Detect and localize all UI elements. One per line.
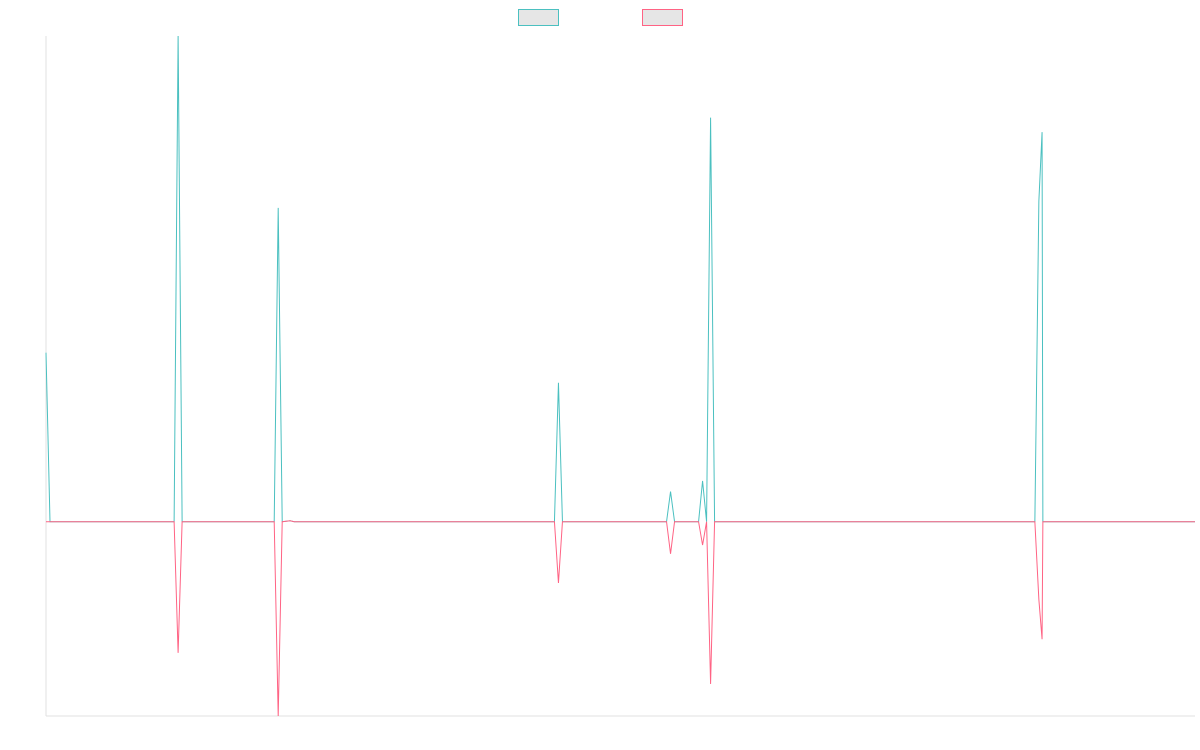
legend-swatch-2 xyxy=(642,9,683,26)
series-line-2 xyxy=(46,520,1195,717)
axes xyxy=(45,36,1195,717)
legend-swatch-1 xyxy=(518,9,559,26)
plot-area xyxy=(45,35,1195,717)
series-line-1 xyxy=(45,35,1195,523)
legend xyxy=(518,9,683,26)
